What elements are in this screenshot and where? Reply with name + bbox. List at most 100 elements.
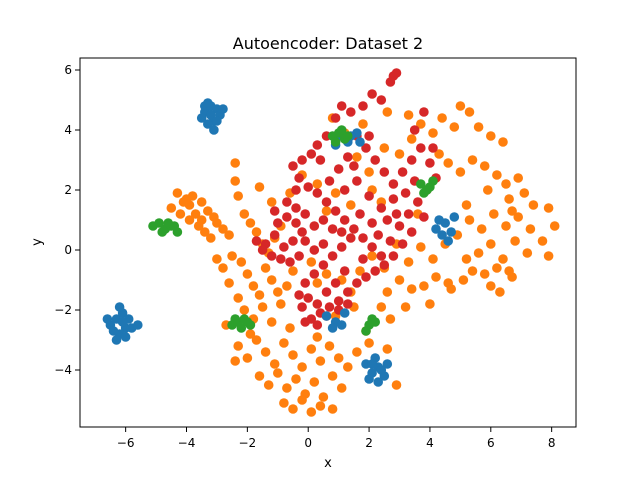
scatter-point-s0-68 <box>291 374 301 384</box>
scatter-point-s0-99 <box>455 101 466 111</box>
scatter-point-s1-11 <box>306 149 317 159</box>
scatter-point-s0-181 <box>461 200 472 210</box>
scatter-point-s0-91 <box>364 167 374 177</box>
scatter-point-s0-114 <box>543 203 554 213</box>
scatter-point-s0-169 <box>312 179 323 189</box>
scatter-point-s1-77 <box>291 218 301 228</box>
scatter-point-s1-43 <box>352 176 362 186</box>
scatter-point-s2-40 <box>321 311 332 321</box>
scatter-point-s1-47 <box>400 188 411 198</box>
scatter-point-s1-81 <box>309 221 320 231</box>
scatter-point-s1-90 <box>318 215 329 225</box>
y-tick-label: 0 <box>64 243 72 257</box>
scatter-point-s2-20 <box>117 317 128 327</box>
scatter-point-s0-100 <box>464 107 475 117</box>
points-layer <box>102 68 560 417</box>
scatter-point-s0-22 <box>245 218 256 228</box>
scatter-point-s0-138 <box>543 251 554 261</box>
y-axis-label: y <box>30 238 45 246</box>
scatter-point-s1-62 <box>297 302 307 312</box>
scatter-point-s1-67 <box>327 251 338 261</box>
scatter-point-s0-154 <box>385 314 396 324</box>
scatter-point-s1-23 <box>376 251 387 261</box>
y-axis-ticks: −4 −2 0 2 4 6 <box>54 63 80 377</box>
scatter-point-s2-8 <box>212 116 222 126</box>
scatter-point-s1-102 <box>312 320 323 330</box>
scatter-point-s1-85 <box>266 251 277 261</box>
scatter-point-s1-8 <box>330 113 341 123</box>
scatter-point-s1-71 <box>288 236 298 246</box>
scatter-point-s1-70 <box>297 227 307 237</box>
scatter-point-s2-53 <box>367 359 377 369</box>
scatter-point-s1-93 <box>355 209 365 219</box>
scatter-point-s2-24 <box>114 302 125 312</box>
scatter-point-s0-161 <box>312 278 323 288</box>
scatter-point-s1-110 <box>364 131 374 141</box>
scatter-point-s0-56 <box>288 350 298 360</box>
scatter-point-s0-61 <box>333 353 344 363</box>
scatter-point-s0-106 <box>455 167 466 177</box>
scatter-point-s1-39 <box>343 152 353 162</box>
scatter-point-s0-0 <box>172 188 183 198</box>
scatter-point-s1-26 <box>403 209 414 219</box>
scatter-point-s2-51 <box>376 365 387 375</box>
scatter-point-s1-34 <box>388 179 399 189</box>
scatter-point-s0-105 <box>443 158 454 168</box>
scatter-point-s0-47 <box>230 158 240 168</box>
scatter-point-s0-104 <box>434 149 444 159</box>
scatter-point-s2-35 <box>449 212 460 222</box>
scatter-point-s1-25 <box>394 221 405 231</box>
scatter-point-s3-22 <box>330 137 341 147</box>
scatter-point-s0-125 <box>428 254 438 264</box>
scatter-point-s0-126 <box>416 242 426 252</box>
scatter-point-s2-50 <box>364 374 374 384</box>
scatter-point-s0-72 <box>327 371 338 381</box>
scatter-point-s0-23 <box>251 227 262 237</box>
scatter-point-s0-33 <box>266 275 277 285</box>
scatter-point-s0-82 <box>245 329 256 339</box>
scatter-point-s2-10 <box>218 104 228 114</box>
y-tick-label: 4 <box>64 123 72 137</box>
scatter-point-s2-22 <box>111 335 122 345</box>
scatter-point-s2-33 <box>431 224 441 234</box>
scatter-point-s3-24 <box>343 131 353 141</box>
x-tick-label: −4 <box>178 436 196 450</box>
scatter-point-s1-111 <box>315 155 326 165</box>
scatter-point-s1-37 <box>361 143 371 153</box>
scatter-point-s1-83 <box>285 257 295 267</box>
scatter-point-s0-17 <box>181 194 192 204</box>
scatter-point-s1-117 <box>391 209 402 219</box>
scatter-point-s2-26 <box>102 314 113 324</box>
scatter-point-s2-11 <box>209 125 219 135</box>
scatter-point-s1-30 <box>425 158 435 168</box>
scatter-point-s1-50 <box>406 227 417 237</box>
scatter-point-s2-23 <box>120 332 131 342</box>
scatter-point-s0-35 <box>227 251 237 261</box>
x-axis-label: x <box>324 456 332 471</box>
scatter-point-s0-179 <box>403 110 414 120</box>
scatter-point-s0-176 <box>504 194 514 204</box>
x-tick-label: 0 <box>304 436 312 450</box>
scatter-point-s1-18 <box>330 206 341 216</box>
scatter-point-s3-23 <box>336 125 347 135</box>
x-tick-label: −6 <box>117 436 135 450</box>
scatter-point-s0-62 <box>343 362 353 372</box>
scatter-point-s1-15 <box>303 182 314 192</box>
scatter-point-s0-162 <box>306 257 317 267</box>
scatter-point-s2-39 <box>443 236 454 246</box>
scatter-point-s0-141 <box>492 263 502 273</box>
scatter-point-s0-38 <box>224 278 234 288</box>
x-tick-label: 8 <box>548 436 556 450</box>
scatter-point-s0-144 <box>419 281 429 291</box>
scatter-point-s1-7 <box>336 101 347 111</box>
scatter-point-s1-97 <box>312 299 323 309</box>
scatter-point-s0-77 <box>306 407 317 417</box>
scatter-point-s0-121 <box>476 224 487 234</box>
scatter-point-s0-80 <box>230 356 240 366</box>
scatter-point-s0-15 <box>224 230 234 240</box>
scatter-point-s0-46 <box>288 266 298 276</box>
scatter-point-s1-87 <box>251 236 262 246</box>
scatter-point-s1-2 <box>385 77 396 87</box>
scatter-point-s0-96 <box>428 128 438 138</box>
scatter-point-s3-28 <box>419 188 429 198</box>
